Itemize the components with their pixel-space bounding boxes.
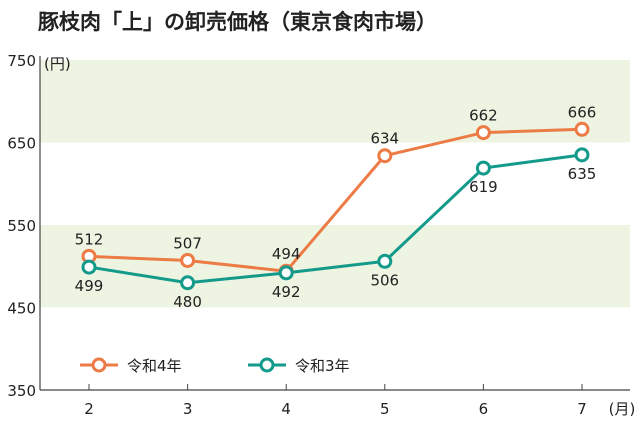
data-label: 494 bbox=[272, 245, 301, 263]
legend-marker bbox=[91, 357, 107, 373]
x-tick-label: 6 bbox=[479, 400, 489, 418]
data-point bbox=[180, 275, 196, 291]
y-tick-label: 550 bbox=[7, 217, 36, 235]
y-tick-label: 750 bbox=[7, 52, 36, 70]
legend-label: 令和4年 bbox=[127, 357, 182, 375]
background-band bbox=[40, 60, 630, 143]
data-point bbox=[574, 147, 590, 163]
data-point bbox=[377, 148, 393, 164]
data-label: 634 bbox=[370, 130, 399, 148]
data-label: 635 bbox=[568, 165, 597, 183]
data-label: 480 bbox=[173, 293, 202, 311]
data-label: 499 bbox=[75, 277, 104, 295]
x-tick-label: 5 bbox=[380, 400, 390, 418]
y-axis-unit: (円) bbox=[44, 55, 71, 73]
x-tick-label: 2 bbox=[84, 400, 94, 418]
series-line bbox=[88, 127, 583, 273]
chart-title: 豚枝肉「上」の卸売価格（東京食肉市場） bbox=[38, 10, 437, 34]
y-tick-label: 350 bbox=[7, 382, 36, 400]
data-point bbox=[278, 265, 294, 281]
series-line bbox=[88, 153, 583, 285]
data-label: 666 bbox=[568, 103, 597, 121]
data-point bbox=[475, 160, 491, 176]
data-label: 619 bbox=[469, 178, 498, 196]
x-axis-unit: (月) bbox=[609, 400, 636, 418]
legend-marker bbox=[259, 357, 275, 373]
x-tick-label: 3 bbox=[183, 400, 193, 418]
data-label: 512 bbox=[75, 230, 104, 248]
y-tick-label: 650 bbox=[7, 135, 36, 153]
y-tick-label: 450 bbox=[7, 300, 36, 318]
legend-label: 令和3年 bbox=[295, 357, 350, 375]
data-label: 662 bbox=[469, 107, 498, 125]
x-tick-label: 7 bbox=[577, 400, 587, 418]
x-tick-label: 4 bbox=[281, 400, 291, 418]
data-point bbox=[475, 125, 491, 141]
data-label: 507 bbox=[173, 234, 202, 252]
data-label: 492 bbox=[272, 283, 301, 301]
data-point bbox=[574, 121, 590, 137]
data-point bbox=[180, 252, 196, 268]
data-point bbox=[81, 259, 97, 275]
data-point bbox=[377, 253, 393, 269]
data-label: 506 bbox=[370, 271, 399, 289]
